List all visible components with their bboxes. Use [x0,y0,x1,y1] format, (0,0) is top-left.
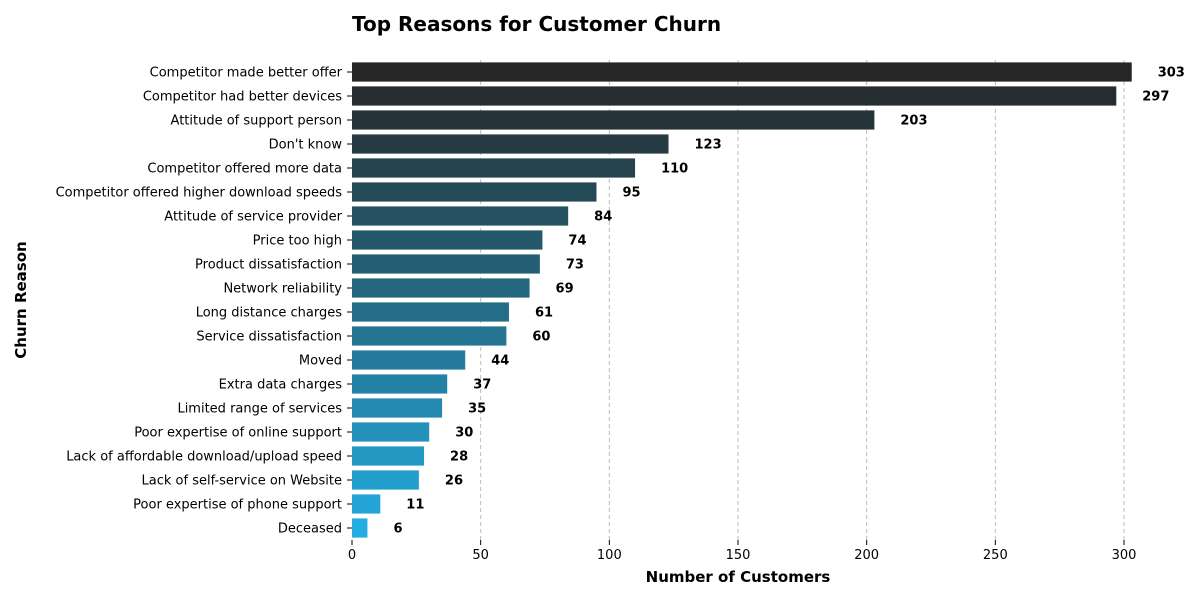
value-label: 69 [556,282,574,297]
chart-title: Top Reasons for Customer Churn [352,12,722,36]
x-axis-title: Number of Customers [646,568,831,586]
bar [352,422,430,442]
category-label: Long distance charges [196,306,343,321]
value-label: 28 [450,450,468,465]
bar [352,470,419,490]
value-label: 74 [568,234,586,249]
bar [352,302,509,322]
bar [352,398,443,418]
category-labels: Competitor made better offer Competitor h… [56,66,352,537]
category-label: Service dissatisfaction [196,330,342,345]
y-axis-title: Churn Reason [12,241,30,358]
x-tick-label: 50 [472,548,489,563]
bar [352,326,507,346]
value-label: 26 [445,474,463,489]
value-label: 30 [455,426,473,441]
category-label: Moved [299,354,342,369]
value-label: 303 [1158,66,1185,81]
grid-lines [480,60,1125,540]
category-label: Don't know [269,138,343,153]
x-tick-label: 100 [597,548,622,563]
category-label: Network reliability [223,282,342,297]
bar [352,494,381,514]
category-label: Poor expertise of online support [134,426,342,441]
category-label: Price too high [253,234,342,249]
value-label: 6 [393,522,402,537]
category-label: Poor expertise of phone support [133,498,342,513]
bar [352,110,875,130]
value-label: 123 [695,138,722,153]
category-label: Lack of affordable download/upload speed [66,450,342,465]
category-label: Lack of self-service on Website [142,474,342,489]
bar [352,254,540,274]
category-label: Attitude of support person [171,114,342,129]
bars [352,62,1132,538]
bar [352,518,368,538]
category-label: Extra data charges [219,378,343,393]
bar [352,182,597,202]
value-label: 60 [532,330,550,345]
bar [352,86,1117,106]
value-label: 95 [622,186,640,201]
bar [352,158,636,178]
bar [352,134,669,154]
x-tick-label: 300 [1112,548,1137,563]
x-axis: 0 50 100 150 200 250 300 [348,540,1137,563]
value-label: 73 [566,258,584,273]
bar [352,374,448,394]
value-label: 44 [491,354,509,369]
bar [352,206,569,226]
bar [352,62,1132,82]
value-label: 11 [406,498,424,513]
category-label: Competitor had better devices [143,90,342,105]
category-label: Competitor made better offer [150,66,343,81]
bar [352,278,530,298]
category-label: Product dissatisfaction [195,258,342,273]
category-label: Competitor offered higher download speed… [56,186,343,201]
value-label: 61 [535,306,553,321]
x-tick-label: 0 [348,548,356,563]
x-tick-label: 150 [726,548,751,563]
bar [352,350,466,370]
bar [352,446,425,466]
category-label: Limited range of services [177,402,342,417]
value-label: 297 [1142,90,1169,105]
bar [352,230,543,250]
x-tick-label: 200 [854,548,879,563]
category-label: Deceased [278,522,342,537]
value-label: 37 [473,378,491,393]
x-tick-label: 250 [983,548,1008,563]
category-label: Competitor offered more data [147,162,342,177]
category-label: Attitude of service provider [164,210,342,225]
value-label: 203 [900,114,927,129]
value-label: 110 [661,162,688,177]
value-label: 35 [468,402,486,417]
value-label: 84 [594,210,612,225]
